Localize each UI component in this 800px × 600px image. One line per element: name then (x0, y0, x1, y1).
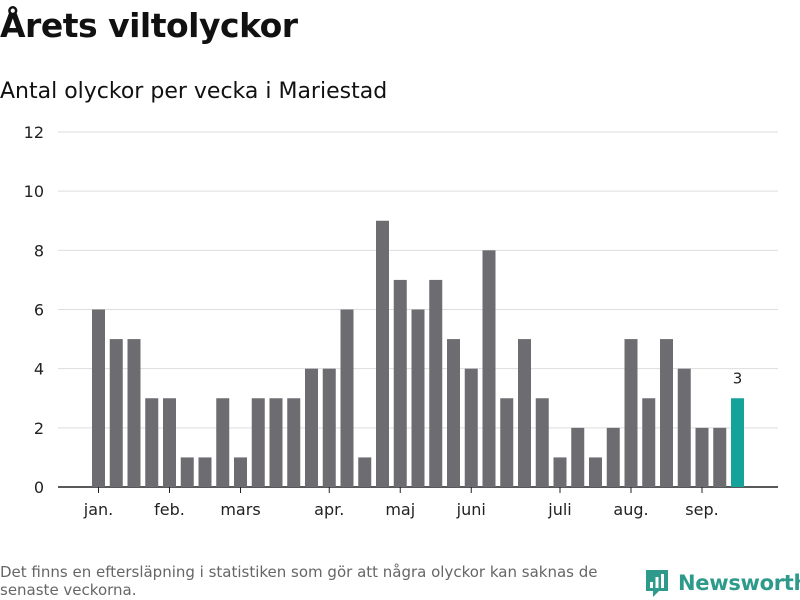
bar[interactable] (269, 398, 283, 487)
bar[interactable] (447, 339, 460, 487)
bar[interactable] (145, 398, 159, 487)
bar[interactable] (464, 368, 478, 487)
bar[interactable] (305, 368, 318, 487)
y-tick-label: 6 (34, 301, 44, 320)
bar[interactable] (500, 398, 514, 487)
bar[interactable] (127, 339, 141, 487)
bar[interactable] (163, 398, 176, 487)
x-tick-label: juni (456, 500, 486, 519)
bar[interactable] (322, 368, 336, 487)
bar[interactable] (92, 309, 105, 488)
newsworthy-chart-icon (646, 570, 668, 597)
bar[interactable] (180, 457, 194, 487)
bar[interactable] (518, 339, 531, 487)
bar[interactable] (482, 250, 496, 487)
chart-subtitle: Antal olyckor per vecka i Mariestad (0, 79, 388, 104)
bar[interactable] (535, 398, 549, 487)
x-tick-label: mars (220, 500, 260, 519)
page-title: Årets viltolyckor (0, 6, 298, 45)
bar[interactable] (411, 309, 425, 488)
x-tick-label: feb. (154, 500, 185, 519)
bar[interactable] (695, 427, 709, 487)
brand-name: Newsworthy (678, 571, 800, 595)
bar[interactable] (358, 457, 372, 487)
x-tick-label: jan. (83, 500, 113, 519)
bar[interactable] (624, 339, 638, 487)
y-tick-label: 4 (34, 360, 44, 379)
bar[interactable] (606, 427, 620, 487)
bar[interactable] (287, 398, 301, 487)
latest-value-label: 3 (733, 369, 743, 387)
footnote: Det finns en eftersläpning i statistiken… (0, 563, 598, 599)
y-tick-label: 8 (34, 241, 44, 260)
bar[interactable] (660, 339, 673, 487)
bar[interactable] (251, 398, 265, 487)
y-tick-label: 12 (24, 123, 44, 142)
bar[interactable] (393, 279, 407, 487)
y-tick-label: 0 (34, 478, 44, 497)
bar[interactable] (376, 220, 389, 487)
x-tick-label: juli (547, 500, 571, 519)
y-tick-label: 10 (24, 182, 44, 201)
bar[interactable] (553, 457, 567, 487)
x-tick-label: apr. (314, 500, 344, 519)
newsworthy-logo[interactable]: Newsworthy (644, 566, 800, 600)
x-tick-label: sep. (685, 500, 718, 519)
bar[interactable] (109, 339, 123, 487)
bar[interactable] (234, 457, 247, 487)
bar[interactable] (589, 457, 602, 487)
x-tick-label: aug. (613, 500, 648, 519)
weekly-accidents-bar-chart: 0 2 4 6 8 10 12 3 jan. feb. mars apr. maj juni juli aug… (24, 123, 778, 519)
bar[interactable] (216, 398, 230, 487)
bar[interactable] (642, 398, 656, 487)
bar[interactable] (198, 457, 212, 487)
y-tick-label: 2 (34, 419, 44, 438)
bar[interactable] (340, 309, 354, 488)
bar[interactable] (571, 427, 585, 487)
bar[interactable] (429, 279, 443, 487)
x-tick-label: maj (385, 500, 415, 519)
bar[interactable] (677, 368, 691, 487)
bar[interactable] (713, 427, 727, 487)
bar-latest-week[interactable] (731, 398, 744, 487)
